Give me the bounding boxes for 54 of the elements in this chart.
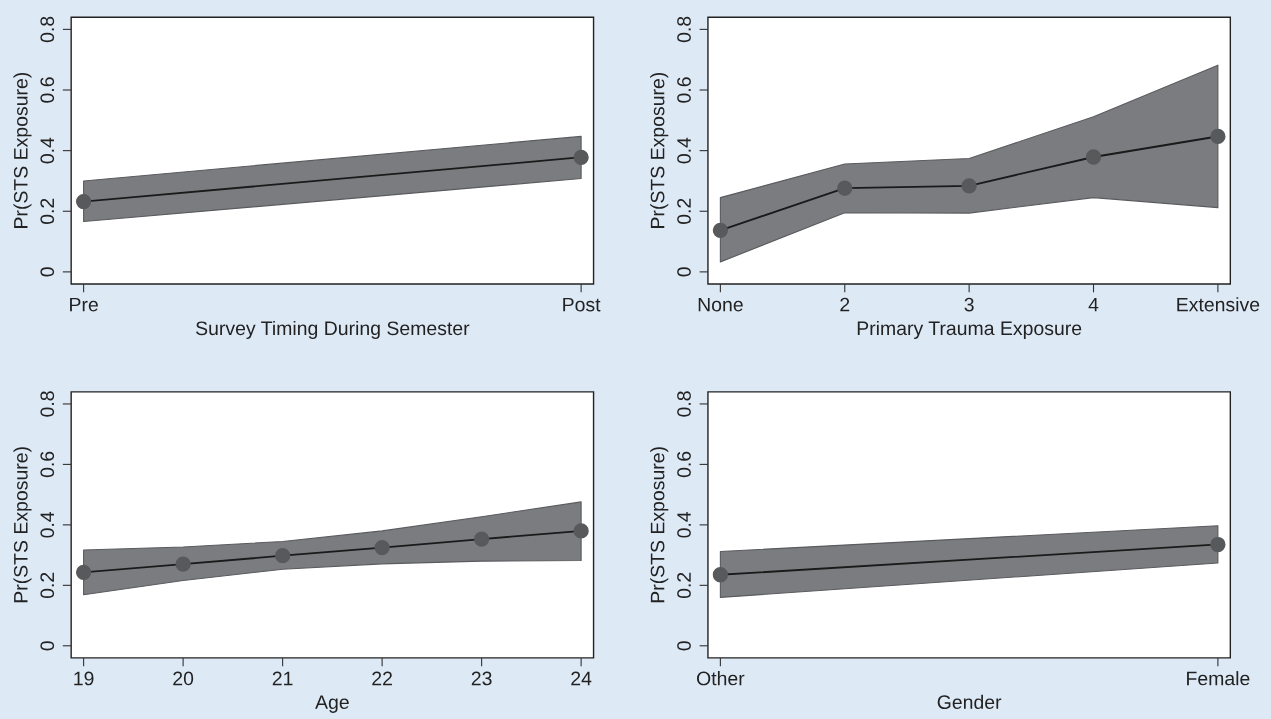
y-axis-title: Pr(STS Exposure)	[13, 447, 32, 603]
y-tick-label: 0	[677, 267, 691, 277]
y-tick-label: 0.4	[40, 511, 55, 538]
x-tick-label: Post	[563, 297, 601, 312]
x-tick-label: Pre	[70, 297, 98, 312]
x-tick-label: Female	[1187, 671, 1250, 686]
y-tick-label: 0.6	[40, 77, 55, 103]
x-tick-label: 4	[1088, 297, 1099, 312]
x-tick-label: 24	[571, 671, 592, 686]
point	[573, 523, 589, 539]
y-tick-label: 0.4	[677, 137, 691, 164]
point	[75, 564, 92, 580]
y-tick-label: 0.2	[40, 198, 55, 225]
point	[1085, 149, 1102, 165]
y-tick-label: 0.6	[677, 77, 691, 103]
y-tick-label: 0.2	[40, 572, 55, 599]
x-tick-label: 23	[471, 671, 492, 686]
point	[274, 548, 291, 564]
y-tick-label: 0.2	[677, 198, 691, 225]
point	[175, 556, 191, 572]
x-tick-label: 22	[372, 671, 392, 686]
y-axis-title: Pr(STS Exposure)	[650, 447, 669, 603]
y-tick-label: 0	[40, 641, 55, 651]
x-tick-label: 20	[173, 671, 194, 686]
y-tick-label: 0.4	[677, 511, 691, 538]
y-tick-label: 0	[40, 267, 55, 277]
y-tick-label: 0.2	[677, 572, 691, 599]
y-tick-label: 0.8	[677, 16, 691, 43]
y-tick-label: 0.8	[40, 391, 55, 417]
x-axis-title: Age	[315, 695, 349, 713]
point	[837, 180, 853, 196]
point	[473, 531, 490, 547]
point	[1210, 128, 1226, 145]
point	[374, 539, 390, 556]
x-tick-label: 21	[272, 671, 293, 686]
x-tick-label: 19	[74, 671, 94, 686]
x-tick-label: Extensive	[1177, 297, 1260, 312]
y-tick-label: 0.8	[40, 16, 55, 43]
x-tick-label: 2	[840, 297, 850, 312]
y-tick-label: 0.4	[40, 137, 55, 164]
y-axis-title: Pr(STS Exposure)	[13, 72, 32, 228]
x-tick-label: Other	[696, 671, 745, 686]
y-tick-label: 0.6	[40, 451, 55, 478]
y-tick-label: 0.8	[677, 391, 691, 417]
x-tick-label: None	[698, 297, 743, 312]
point	[961, 178, 977, 194]
x-axis-title: Gender	[937, 694, 1002, 710]
y-axis-title: Pr(STS Exposure)	[650, 72, 669, 228]
point	[712, 222, 729, 238]
x-axis-title: Survey Timing During Semester	[196, 320, 470, 340]
x-axis-title: Primary Trauma Exposure	[857, 320, 1082, 340]
x-tick-label: 3	[964, 297, 974, 312]
y-tick-label: 0	[677, 641, 691, 651]
y-tick-label: 0.6	[677, 451, 691, 478]
